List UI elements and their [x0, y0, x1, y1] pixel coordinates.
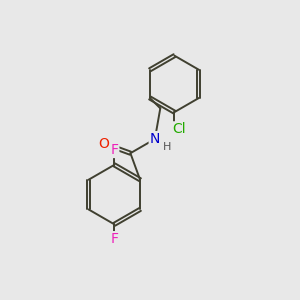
- Text: O: O: [98, 136, 109, 151]
- Text: H: H: [163, 142, 172, 152]
- Text: F: F: [110, 143, 118, 157]
- Text: N: N: [150, 132, 160, 146]
- Text: F: F: [110, 232, 118, 246]
- Text: Cl: Cl: [172, 122, 186, 136]
